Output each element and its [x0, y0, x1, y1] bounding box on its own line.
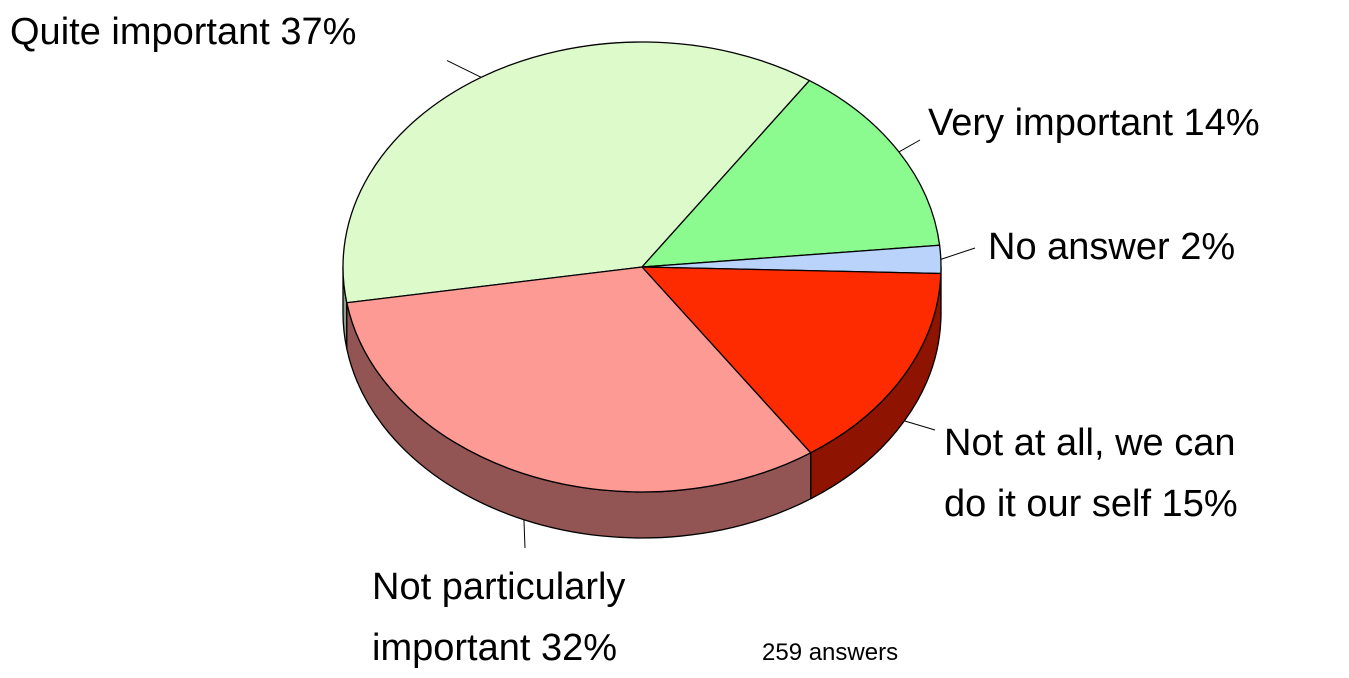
label-not-particularly-line1: Not particularly [372, 566, 625, 608]
slice-not-particularly-important [346, 266, 812, 493]
leader-no-answer [940, 247, 976, 260]
leader-not-particularly-important [523, 519, 526, 549]
label-very-important: Very important 14% [928, 102, 1260, 144]
label-not-particularly-line2: important 32% [372, 627, 617, 669]
leader-very-important [898, 139, 921, 153]
slice-very-important [641, 79, 941, 268]
answers-count: 259 answers [762, 639, 898, 666]
pie-tops [342, 41, 942, 493]
leader-quite-important [446, 60, 482, 78]
label-quite-important: Quite important 37% [10, 11, 356, 53]
label-not-at-all-line1: Not at all, we can [944, 422, 1235, 464]
leader-lines [446, 60, 976, 549]
label-no-answer: No answer 2% [988, 226, 1235, 268]
leader-not-at-all-we-can-do-it-our-self [904, 420, 936, 431]
slice-not-at-all-we-can-do-it-our-self [641, 266, 942, 454]
label-not-at-all-line2: do it our self 15% [944, 483, 1238, 525]
slice-quite-important [342, 41, 811, 304]
